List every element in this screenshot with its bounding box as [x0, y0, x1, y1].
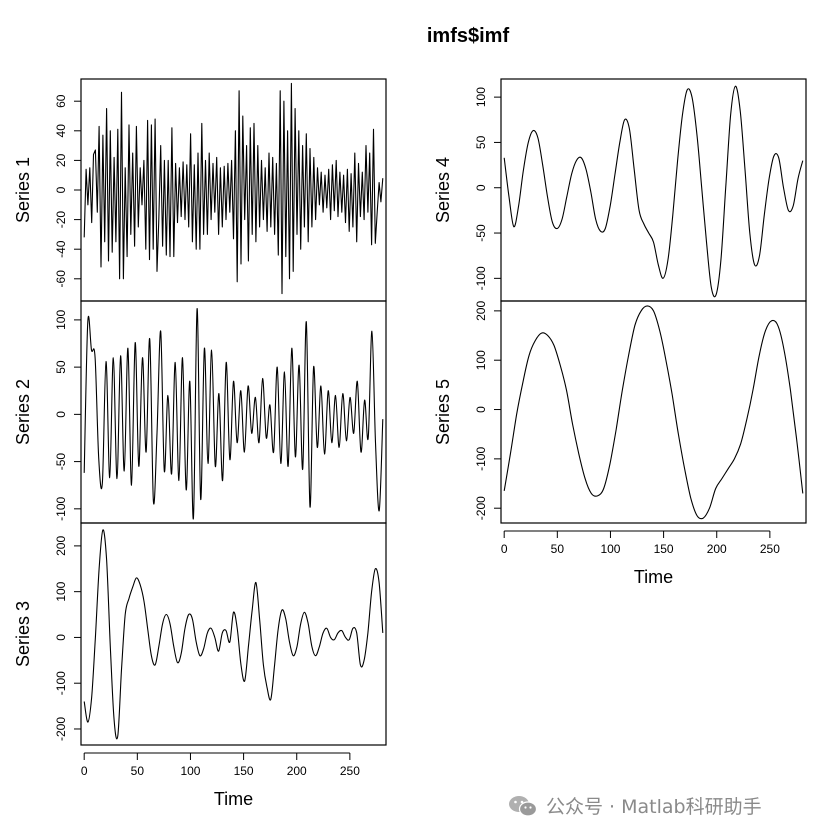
y-tick-label: 100 [474, 350, 488, 370]
panel-5: -200 -100 0 100 200 Series 5 [433, 300, 807, 524]
series-label: Series 5 [433, 379, 453, 445]
panel-1: -60 -40 -20 0 20 40 60 Series 1 [13, 78, 387, 302]
y-tick-label: -100 [474, 266, 488, 290]
series-label: Series 1 [13, 157, 33, 223]
y-tick-label: 0 [54, 186, 68, 193]
x-tick-label: 150 [234, 764, 254, 778]
y-tick-label: 100 [474, 87, 488, 107]
series-line [83, 308, 384, 519]
y-tick-label: 60 [54, 94, 68, 108]
y-tick-label: 200 [54, 536, 68, 556]
y-tick-label: -40 [54, 240, 68, 258]
panel-frame [80, 522, 387, 746]
y-tick-label: -100 [54, 497, 68, 521]
x-axis-title: Time [634, 567, 673, 587]
y-tick-label: 0 [54, 411, 68, 418]
x-tick-label: 100 [180, 764, 200, 778]
x-tick-label: 0 [501, 542, 508, 556]
panel-4: -100 -50 0 50 100 Series 4 [433, 78, 807, 302]
panel-frame [80, 300, 387, 524]
y-tick-label: -60 [54, 270, 68, 288]
y-tick-label: 50 [474, 135, 488, 149]
y-tick-label: 0 [474, 184, 488, 191]
series-line [503, 305, 804, 520]
series-line [503, 85, 804, 298]
y-tick-label: -20 [54, 211, 68, 229]
watermark-text: 公众号 · Matlab科研助手 [546, 796, 762, 818]
y-tick-label: 0 [474, 406, 488, 413]
chart-title: imfs$imf [427, 25, 510, 47]
x-tick-label: 0 [81, 764, 88, 778]
x-tick-label: 250 [760, 542, 780, 556]
y-tick-label: -200 [474, 496, 488, 520]
panel-3: -200 -100 0 100 200 Series 3 [13, 522, 387, 746]
y-tick-label: -200 [54, 717, 68, 741]
series-label: Series 4 [433, 157, 453, 223]
y-tick-label: 100 [54, 310, 68, 330]
x-axis-title: Time [214, 789, 253, 809]
y-tick-label: 100 [54, 581, 68, 601]
x-tick-label: 200 [707, 542, 727, 556]
watermark: 公众号 · Matlab科研助手 [508, 792, 762, 819]
x-tick-label: 150 [654, 542, 674, 556]
y-tick-label: 0 [54, 634, 68, 641]
series-label: Series 3 [13, 601, 33, 667]
x-tick-label: 250 [340, 764, 360, 778]
x-tick-label: 50 [551, 542, 565, 556]
x-tick-label: 100 [600, 542, 620, 556]
x-axis-col-1: 0 50 100 150 200 250 Time [501, 530, 780, 587]
y-tick-label: 200 [474, 301, 488, 321]
series-line [83, 529, 384, 740]
wechat-icon [509, 795, 538, 817]
panel-2: -100 -50 0 50 100 Series 2 [13, 300, 387, 524]
y-tick-label: 20 [54, 153, 68, 167]
y-tick-label: -50 [474, 224, 488, 242]
series-label: Series 2 [13, 379, 33, 445]
y-tick-label: -100 [54, 671, 68, 695]
x-tick-label: 200 [287, 764, 307, 778]
y-tick-label: -100 [474, 447, 488, 471]
y-tick-label: 50 [54, 360, 68, 374]
y-tick-label: -50 [54, 453, 68, 471]
panel-frame [500, 300, 807, 524]
x-tick-label: 50 [131, 764, 145, 778]
series-line [83, 82, 384, 295]
y-tick-label: 40 [54, 124, 68, 138]
x-axis-col-0: 0 50 100 150 200 250 Time [81, 752, 360, 809]
